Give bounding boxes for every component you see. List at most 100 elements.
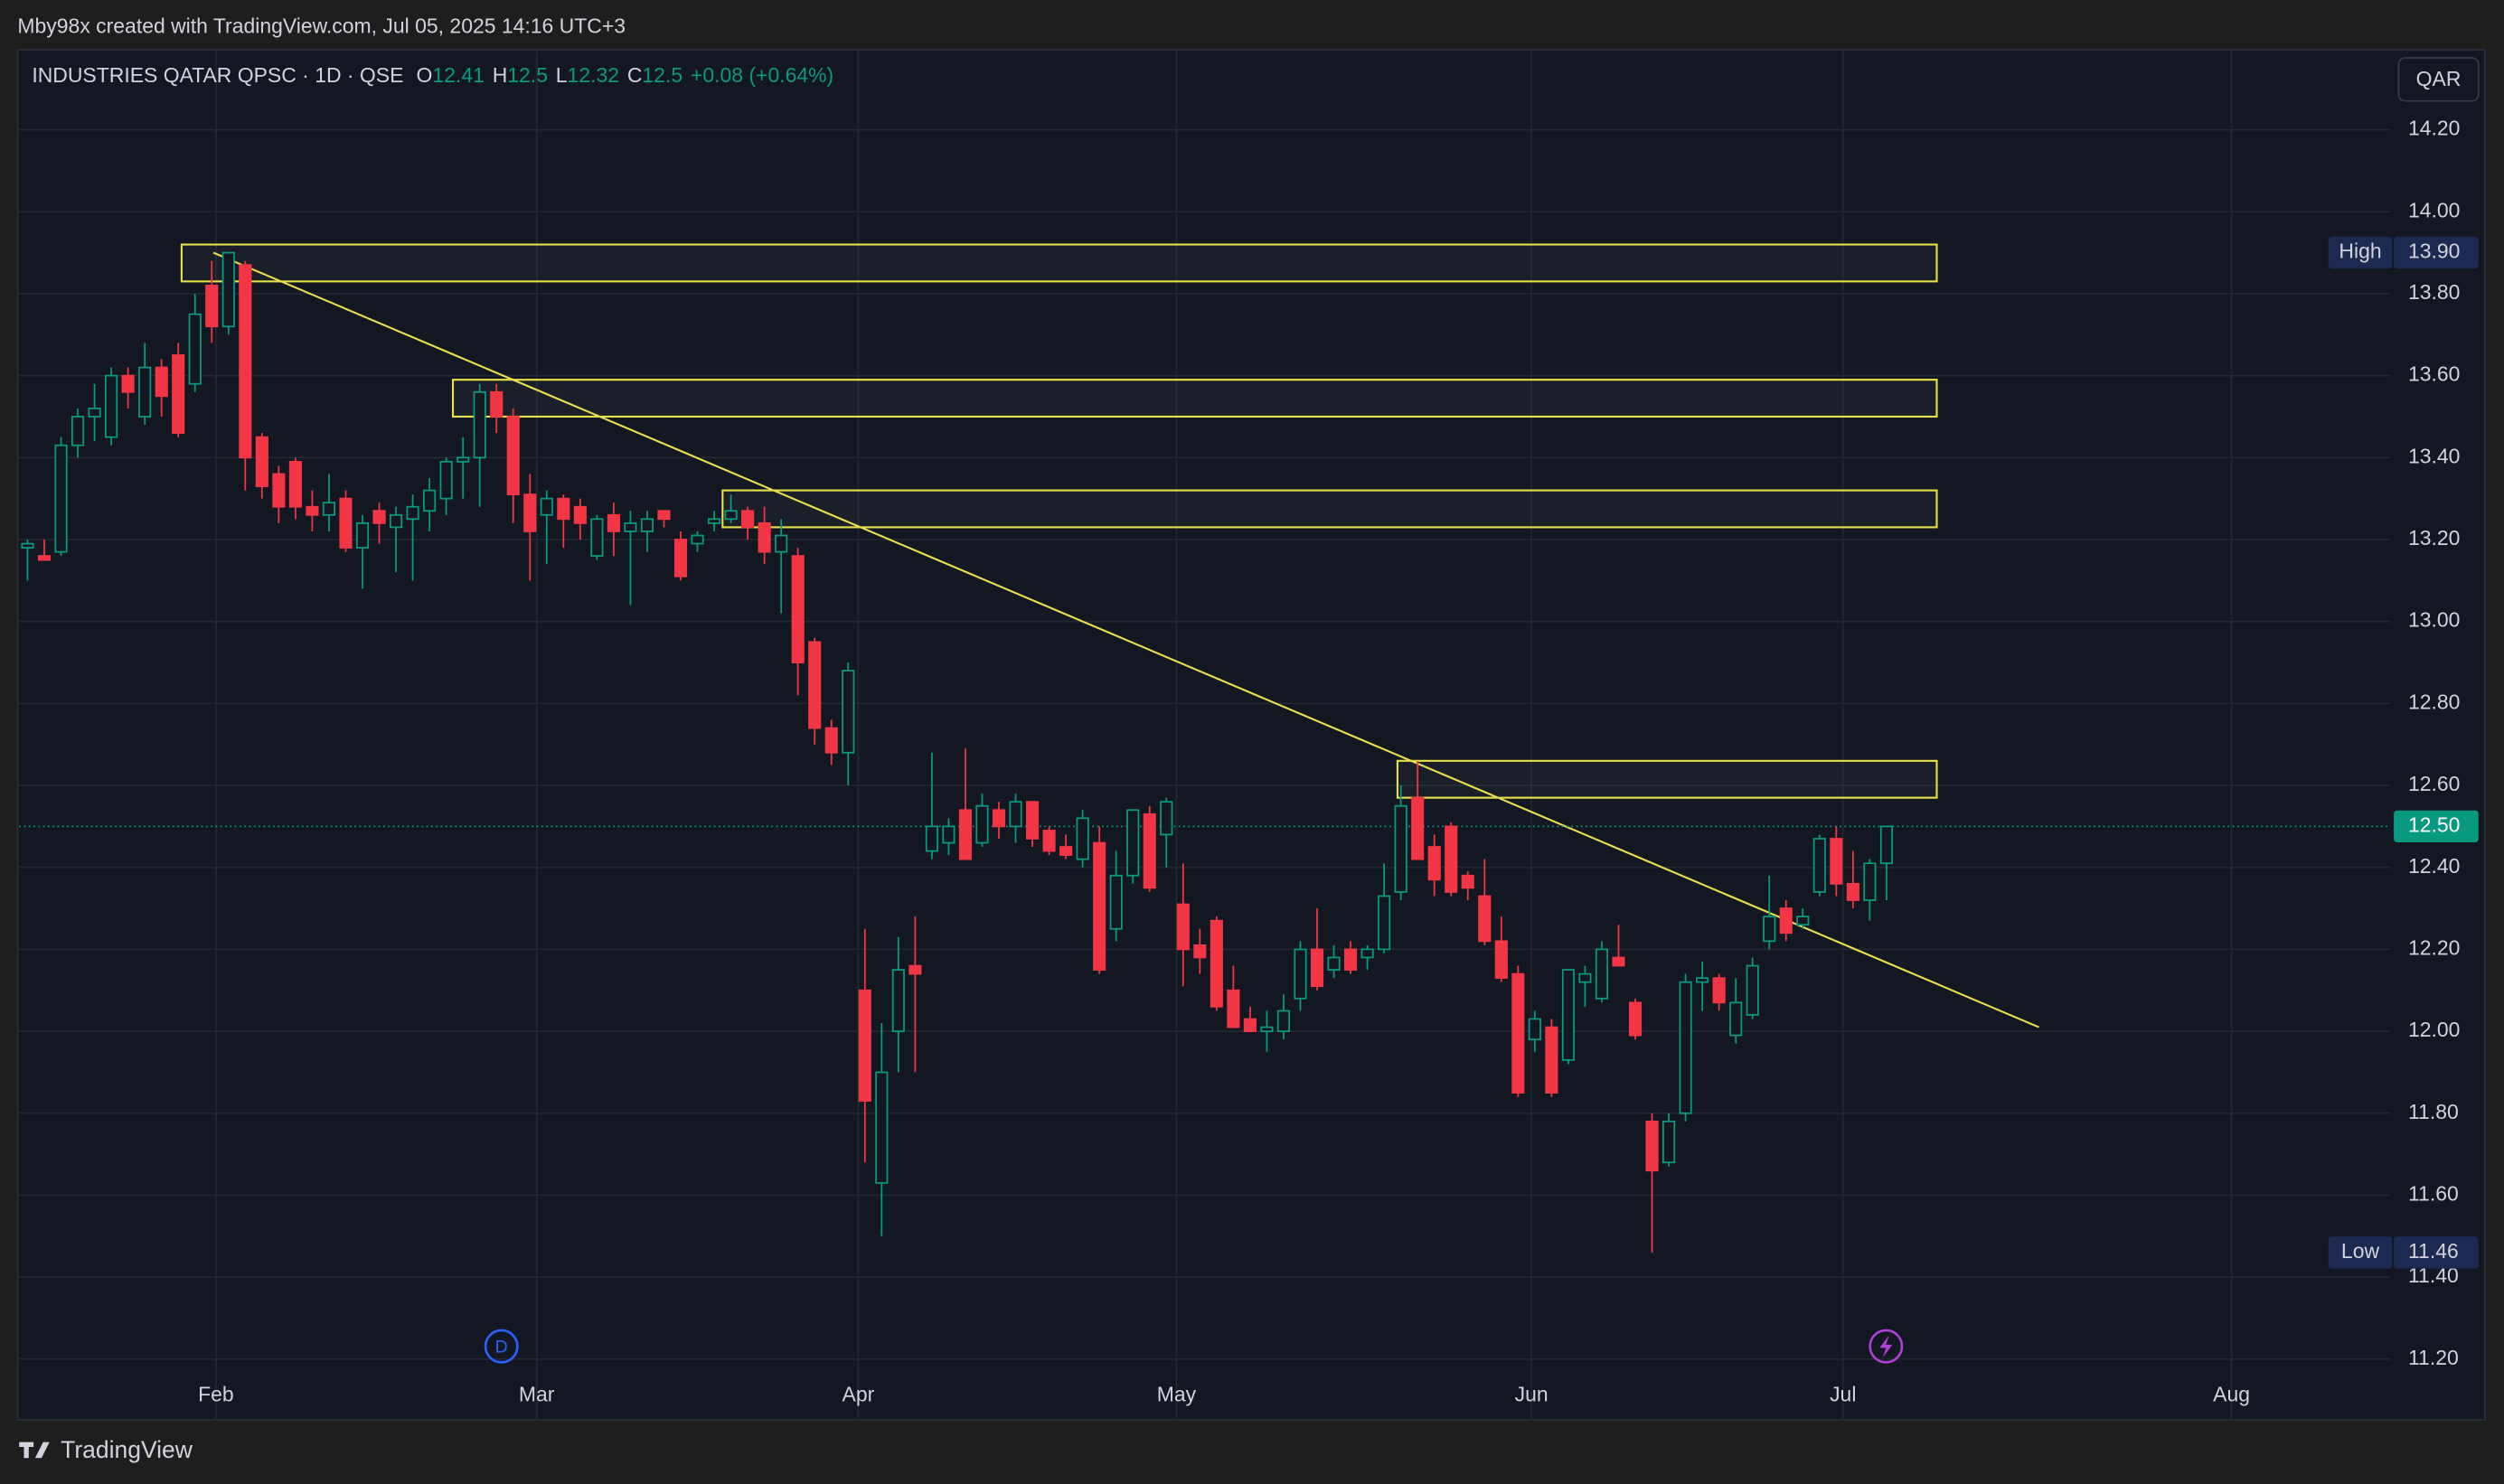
candle-body <box>1796 916 1810 926</box>
legend-field-label: C <box>627 63 643 87</box>
candle-body <box>1076 817 1089 860</box>
dividend-marker-label: D <box>495 1338 508 1357</box>
ohlc-legend: INDUSTRIES QATAR QPSC · 1D · QSE O12.41 H1… <box>32 63 833 87</box>
event-marker-icon <box>1879 1335 1893 1358</box>
legend-change: +0.08 (+0.64%) <box>691 63 833 87</box>
candle-body <box>473 390 486 459</box>
candle-body <box>389 513 403 529</box>
legend-field-label: L <box>556 63 568 87</box>
candle-body <box>824 727 838 754</box>
candle-body <box>908 964 922 975</box>
legend-symbol: INDUSTRIES QATAR QPSC · 1D · QSE <box>32 63 403 87</box>
candle-body <box>54 444 68 553</box>
x-tick-label: Jul <box>1830 1382 1856 1405</box>
candle-body <box>88 408 101 418</box>
x-tick-label: Feb <box>198 1382 234 1405</box>
candle-body <box>439 460 453 500</box>
candle-body <box>1628 1001 1643 1037</box>
drawing-layer <box>19 243 2391 1028</box>
legend-field-label: H <box>493 63 508 87</box>
candle-body <box>758 521 771 553</box>
candle-body <box>1561 969 1575 1061</box>
header-text: Mby98x created with TradingView.com, Jul… <box>17 14 626 38</box>
candle-body <box>1578 972 1592 983</box>
currency-label[interactable]: QAR <box>2416 67 2462 90</box>
event-marker[interactable] <box>1869 1329 1904 1364</box>
candle-body <box>1143 812 1156 889</box>
last-price-label: 12.50 <box>2408 812 2460 836</box>
candle-body <box>339 497 353 549</box>
candle-body <box>925 825 938 852</box>
candle-body <box>37 555 52 561</box>
candle-body <box>791 555 805 663</box>
y-tick-label: 11.80 <box>2408 1100 2459 1123</box>
candle-body <box>557 497 570 521</box>
candle-body <box>573 505 587 524</box>
grid-layer <box>19 50 2391 1420</box>
candle-body <box>1679 981 1692 1114</box>
candle-body <box>1344 948 1358 971</box>
zone <box>721 489 1938 529</box>
candle-body <box>1812 838 1826 893</box>
candle-body <box>1411 796 1425 860</box>
candle-body <box>1779 907 1793 935</box>
candle-body <box>21 542 34 549</box>
candle-body <box>1176 903 1190 951</box>
y-tick-label: 12.60 <box>2408 772 2460 795</box>
dividend-marker[interactable] <box>484 1329 519 1364</box>
candle-body <box>1093 841 1106 971</box>
y-tick-label: 12.20 <box>2408 935 2460 959</box>
candle-body <box>1712 977 1726 1004</box>
candle-body <box>1243 1018 1257 1032</box>
candle-body <box>842 670 855 754</box>
candle-body <box>1746 964 1759 1016</box>
trendline <box>212 251 2039 1028</box>
candle-body <box>1009 801 1022 828</box>
candle-body <box>239 264 252 459</box>
candle-body <box>1378 895 1391 951</box>
y-tick-label: 11.60 <box>2408 1182 2459 1206</box>
y-tick-label: 13.20 <box>2408 526 2460 549</box>
candle-body <box>272 473 286 508</box>
currency-button[interactable] <box>2397 57 2480 102</box>
y-tick-label: 14.00 <box>2408 198 2460 221</box>
candle-body <box>992 809 1006 828</box>
candle-body <box>707 518 721 524</box>
y-tick-label: 13.00 <box>2408 608 2460 632</box>
label-layer: 11.2011.4011.6011.8012.0012.2012.4012.60… <box>198 117 2479 1405</box>
logo <box>19 1442 50 1459</box>
candle-body <box>188 313 202 385</box>
candle-body <box>423 489 437 512</box>
candle-body <box>1059 846 1073 857</box>
candle-body <box>1294 948 1307 1000</box>
candle-body <box>1511 972 1525 1094</box>
y-tick-label: 14.20 <box>2408 117 2460 140</box>
y-tick-label: 11.20 <box>2408 1346 2459 1369</box>
candle-body <box>1763 916 1776 943</box>
y-tick-label: 13.80 <box>2408 280 2460 304</box>
candle-body <box>875 1071 889 1184</box>
candle-body <box>1863 862 1877 901</box>
candle-body <box>607 513 620 532</box>
candle-body <box>975 804 989 844</box>
candle-body <box>1260 1026 1274 1032</box>
candle-body <box>1645 1120 1659 1172</box>
candle-body <box>1461 874 1474 889</box>
x-tick-label: Apr <box>843 1382 875 1405</box>
candle-body <box>640 518 654 532</box>
candle-body <box>1310 948 1324 988</box>
candle-layer <box>21 251 1893 1253</box>
candle-body <box>540 497 553 516</box>
candle-body <box>255 436 268 487</box>
candle-body <box>1109 874 1123 930</box>
candle-body <box>355 521 370 549</box>
high-marker-label: High <box>2339 240 2381 263</box>
high-marker-box <box>2394 236 2479 269</box>
candle-body <box>1830 838 1843 885</box>
candle-body <box>1494 940 1508 980</box>
zone <box>1396 759 1938 799</box>
candle-body <box>1227 989 1240 1028</box>
legend-field-value: 12.5 <box>642 63 682 87</box>
candle-body <box>673 539 688 578</box>
